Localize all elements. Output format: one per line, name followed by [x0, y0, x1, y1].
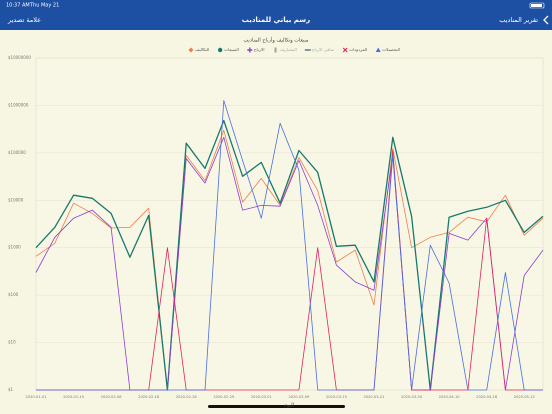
back-button[interactable]: تقرير المناديب [499, 16, 538, 24]
y-tick-label: $100 [8, 292, 19, 297]
x-tick-label: 2020-03-15 [326, 395, 347, 399]
x-tick-label: 2020-05-13 [514, 395, 535, 399]
back-chevron[interactable] [543, 15, 549, 25]
series-line [35, 119, 544, 391]
x-tick-label: 2020-03-21 [364, 395, 385, 399]
x-tick-label: 2020-02-18 [138, 395, 160, 399]
legend-label: الارباح [254, 47, 265, 52]
legend-marker [274, 47, 277, 53]
x-tick-label: 2020-01-01 [26, 395, 47, 399]
x-tick-label: 2020-02-26 [176, 395, 198, 399]
home-indicator [208, 405, 345, 408]
x-tick-label: 2020-03-09 [288, 395, 310, 399]
legend-label: صافي الارباح [312, 47, 335, 52]
series-line [35, 136, 544, 391]
legend-label: التكاليف [195, 47, 209, 52]
header-bar [0, 0, 552, 30]
series-line [35, 129, 544, 391]
legend-label: المردودات [349, 47, 367, 52]
legend-marker [342, 47, 348, 53]
y-tick-label: $10 [8, 340, 16, 345]
battery [529, 2, 545, 9]
y-tick-label: $10000000 [8, 55, 31, 60]
y-tick-label: $1000000 [8, 102, 29, 107]
legend-marker [188, 47, 194, 53]
x-tick-label: 2020-04-10 [439, 395, 461, 399]
y-tick-label: $100000 [8, 150, 26, 155]
legend-marker [217, 47, 223, 53]
x-tick-label: 2020-03-01 [251, 395, 272, 399]
y-tick-label: $10000 [8, 197, 24, 202]
status-time: 10:37 AM [6, 3, 30, 9]
x-tick-label: 2020-01-15 [63, 395, 84, 399]
chart-title: مبيعات وتكاليف وأرباح المناديب [243, 37, 308, 44]
legend-label: المصاريف [280, 47, 297, 52]
plot-area [35, 57, 544, 391]
x-axis-title: اليوم [284, 403, 294, 409]
series-line [36, 100, 543, 391]
x-tick-label: 2020-02-29 [213, 395, 235, 399]
x-tick-label: 2020-03-30 [401, 395, 423, 399]
export-button[interactable]: علامة تصدير [7, 16, 41, 24]
legend-marker [375, 47, 381, 52]
legend-label: المبيعات [224, 47, 239, 52]
x-tick-label: 2020-02-08 [101, 395, 123, 399]
y-tick-label: $1000 [8, 245, 21, 250]
header-title: رسم بياني للمناديب [242, 16, 310, 24]
legend-label: التحصيلات [382, 47, 400, 52]
legend-marker [247, 47, 253, 53]
status-date: Thu May 21 [29, 3, 59, 9]
y-tick-label: $1 [8, 387, 14, 392]
battery-level [531, 4, 542, 7]
x-tick-label: 2020-04-18 [476, 395, 498, 399]
